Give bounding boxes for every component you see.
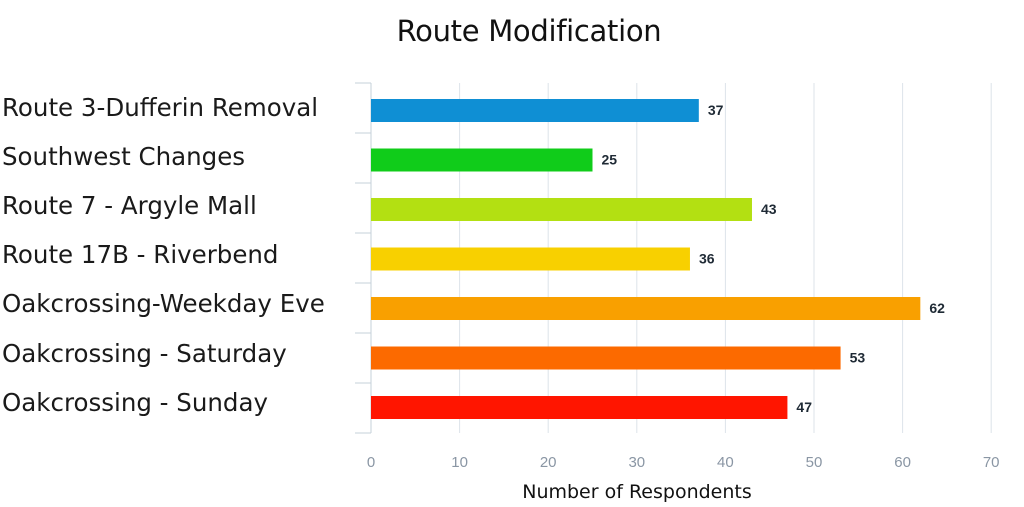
x-tick-label-50: 50 (806, 454, 823, 471)
category-label-oakcrossing-weekday-eve: Oakcrossing-Weekday Eve (2, 289, 325, 318)
bar-6 (371, 396, 788, 419)
x-tick-label-60: 60 (894, 454, 911, 471)
category-label-southwest-changes: Southwest Changes (2, 142, 246, 171)
x-tick-label-30: 30 (628, 454, 645, 471)
bar-value-label-1: 25 (602, 152, 618, 168)
bar-value-label-6: 47 (796, 399, 812, 415)
bar-value-label-4: 62 (929, 300, 945, 316)
bar-0 (371, 99, 699, 122)
x-axis-label: Number of Respondents (522, 481, 752, 503)
bar-2 (371, 198, 752, 221)
bar-value-label-3: 36 (699, 251, 715, 267)
chart-title: Route Modification (396, 14, 662, 48)
category-label-oakcrossing-sunday: Oakcrossing - Sunday (2, 388, 268, 417)
bar-1 (371, 148, 593, 172)
category-label-oakcrossing-saturday: Oakcrossing - Saturday (2, 339, 287, 368)
x-tick-label-40: 40 (717, 454, 734, 471)
bar-3 (371, 247, 690, 271)
bar-4 (371, 297, 921, 320)
bar-value-label-0: 37 (708, 102, 724, 118)
bar-5 (371, 346, 841, 370)
x-tick-label-10: 10 (451, 454, 468, 471)
x-tick-label-70: 70 (983, 454, 1000, 471)
x-tick-label-0: 0 (367, 454, 375, 471)
category-label-route-3-dufferin-removal: Route 3-Dufferin Removal (2, 93, 319, 122)
x-tick-label-20: 20 (540, 454, 557, 471)
category-label-route-7-argyle-mall: Route 7 - Argyle Mall (2, 191, 257, 220)
category-label-route-17b-riverbend: Route 17B - Riverbend (2, 240, 279, 269)
bar-value-label-5: 53 (850, 350, 866, 366)
bar-value-label-2: 43 (761, 201, 777, 217)
